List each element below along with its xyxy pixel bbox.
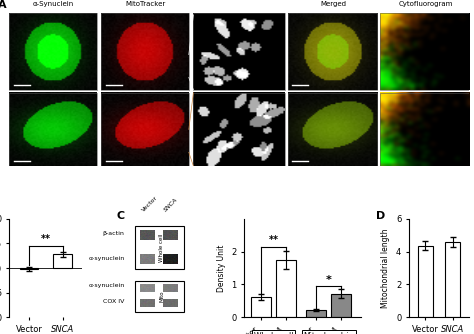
Y-axis label: Mitochondrial length: Mitochondrial length xyxy=(382,228,391,308)
Text: MitoTracker: MitoTracker xyxy=(125,1,165,7)
Bar xyxy=(306,310,326,317)
Text: **: ** xyxy=(268,235,278,245)
Bar xyxy=(288,13,377,90)
Text: Mitochondria: Mitochondria xyxy=(304,332,354,334)
Text: Mito: Mito xyxy=(159,291,164,302)
Bar xyxy=(9,93,97,166)
Text: α-synuclein: α-synuclein xyxy=(88,256,125,261)
Text: Vector: Vector xyxy=(141,195,159,213)
Text: SNCA: SNCA xyxy=(164,197,179,213)
Bar xyxy=(331,294,351,317)
Text: Whole cell: Whole cell xyxy=(159,233,164,262)
Text: β-actin: β-actin xyxy=(103,231,125,236)
Bar xyxy=(445,242,460,317)
Bar xyxy=(101,93,189,166)
Bar xyxy=(251,297,271,317)
Bar xyxy=(9,13,97,90)
Text: COX IV: COX IV xyxy=(103,299,125,304)
Text: α-Synuclein: α-Synuclein xyxy=(33,1,74,7)
Y-axis label: Density Unit: Density Unit xyxy=(217,244,226,292)
Text: α-synuclein: α-synuclein xyxy=(88,283,125,288)
Text: A: A xyxy=(0,0,7,10)
Text: *: * xyxy=(326,275,332,285)
Text: **: ** xyxy=(41,234,51,244)
Bar xyxy=(54,254,72,268)
Bar xyxy=(20,268,38,269)
Text: Merged: Merged xyxy=(320,1,346,7)
Bar xyxy=(193,93,285,166)
Text: C: C xyxy=(117,211,125,221)
Bar xyxy=(101,13,189,90)
Bar xyxy=(380,93,469,166)
Text: Whole cell: Whole cell xyxy=(254,332,293,334)
Bar xyxy=(288,93,377,166)
Bar xyxy=(193,13,285,90)
Bar xyxy=(276,260,296,317)
Text: D: D xyxy=(376,211,385,221)
Bar xyxy=(418,246,433,317)
Bar xyxy=(380,13,469,90)
Text: Cytofluorogram: Cytofluorogram xyxy=(398,1,453,7)
